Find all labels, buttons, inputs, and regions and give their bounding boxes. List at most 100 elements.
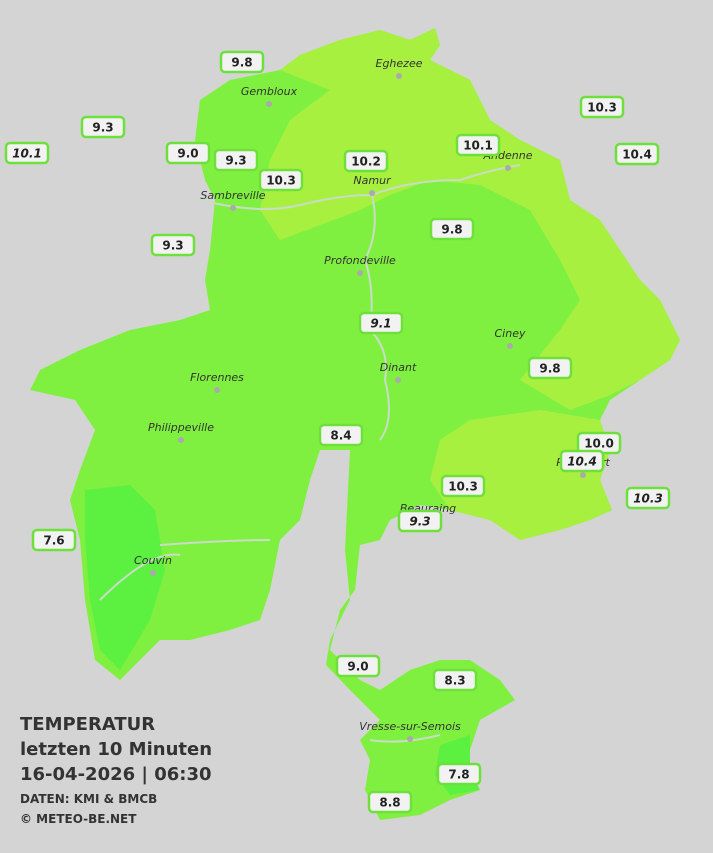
station: 9.8: [219, 50, 265, 74]
city-dot: [396, 73, 402, 79]
station: 9.3: [150, 233, 196, 257]
station: 8.8: [367, 790, 413, 814]
station-box: [397, 509, 443, 533]
station-box: [318, 423, 364, 447]
station: 9.3: [397, 509, 443, 533]
station-value: 9.3: [162, 239, 183, 253]
city-dot: [407, 736, 413, 742]
station-box: [367, 790, 413, 814]
station-value: 10.3: [633, 492, 663, 506]
station-value: 9.0: [177, 147, 198, 161]
city-label: Gembloux: [241, 85, 298, 98]
city-dot: [178, 437, 184, 443]
station-box: [455, 133, 501, 157]
station-value: 8.4: [330, 429, 351, 443]
station: 10.2: [343, 149, 389, 173]
city-dot: [214, 387, 220, 393]
city-label: Namur: [353, 174, 392, 187]
station-value: 7.8: [448, 768, 469, 782]
station: 10.4: [559, 449, 605, 473]
station: 9.8: [527, 356, 573, 380]
station: 9.3: [80, 115, 126, 139]
station-value: 9.3: [409, 515, 430, 529]
station-value: 8.8: [379, 796, 400, 810]
city-dot: [369, 190, 375, 196]
station-box: [165, 141, 211, 165]
station: 7.6: [31, 528, 77, 552]
station-value: 8.3: [444, 674, 465, 688]
legend-copyright: © METEO-BE.NET: [20, 812, 137, 826]
station-value: 10.3: [448, 480, 478, 494]
station-value: 10.4: [567, 455, 597, 469]
city-dot: [395, 377, 401, 383]
station-box: [4, 141, 50, 165]
city-label: Couvin: [134, 554, 172, 567]
station-value: 7.6: [43, 534, 64, 548]
legend-source: DATEN: KMI & BMCB: [20, 792, 157, 806]
station: 9.8: [429, 217, 475, 241]
station: 9.0: [165, 141, 211, 165]
station-value: 9.8: [231, 56, 252, 70]
station-value: 10.1: [12, 147, 42, 161]
station-value: 10.4: [622, 148, 652, 162]
station-value: 10.2: [351, 155, 381, 169]
station-box: [150, 233, 196, 257]
city-dot: [505, 165, 511, 171]
station-box: [219, 50, 265, 74]
city-label: Dinant: [380, 361, 417, 374]
station: 10.3: [625, 486, 671, 510]
station: 9.3: [213, 148, 259, 172]
station: 9.1: [358, 311, 404, 335]
city-label: Sambreville: [200, 189, 265, 202]
station-box: [429, 217, 475, 241]
station-value: 9.3: [225, 154, 246, 168]
legend-title: TEMPERATUR: [20, 714, 155, 735]
station-box: [80, 115, 126, 139]
station-box: [527, 356, 573, 380]
station-box: [343, 149, 389, 173]
station: 10.3: [440, 474, 486, 498]
city-label: Profondeville: [324, 254, 396, 267]
station: 10.1: [4, 141, 50, 165]
station-box: [31, 528, 77, 552]
station: 8.4: [318, 423, 364, 447]
city-dot: [150, 570, 156, 576]
city-dot: [507, 343, 513, 349]
station-value: 9.1: [370, 317, 391, 331]
city-label: Vresse-sur-Semois: [359, 720, 461, 733]
station-value: 9.8: [441, 223, 462, 237]
station-value: 9.0: [347, 660, 368, 674]
station: 9.0: [335, 654, 381, 678]
station-value: 10.0: [584, 437, 614, 451]
station-value: 10.3: [587, 101, 617, 115]
city-label: Ciney: [495, 327, 526, 340]
station-value: 10.3: [266, 174, 296, 188]
warm-zone: [260, 28, 680, 410]
station: 10.3: [579, 95, 625, 119]
station-value: 9.3: [92, 121, 113, 135]
station: 10.1: [455, 133, 501, 157]
station-box: [436, 762, 482, 786]
city-label: Florennes: [190, 371, 244, 384]
station: 10.3: [258, 168, 304, 192]
station: 10.0: [576, 431, 622, 455]
station-box: [432, 668, 478, 692]
city-dot: [357, 270, 363, 276]
station: 8.3: [432, 668, 478, 692]
legend-datetime: 16-04-2026 | 06:30: [20, 764, 212, 785]
station-box: [614, 142, 660, 166]
station-box: [579, 95, 625, 119]
station: 10.4: [614, 142, 660, 166]
station-box: [358, 311, 404, 335]
station-value: 9.8: [539, 362, 560, 376]
warm-zone-south: [430, 410, 612, 540]
city-dot: [580, 472, 586, 478]
city-dot: [266, 101, 272, 107]
city-dot: [230, 205, 236, 211]
station-box: [625, 486, 671, 510]
station-box: [440, 474, 486, 498]
station-box: [559, 449, 605, 473]
legend-period: letzten 10 Minuten: [20, 739, 212, 760]
city-label: Eghezee: [376, 57, 423, 70]
